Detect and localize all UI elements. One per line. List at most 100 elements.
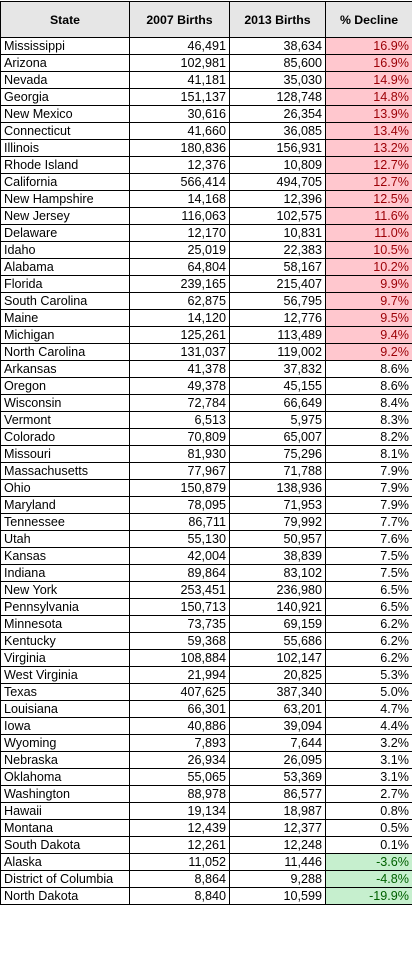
births-2007-cell: 73,735 [130,616,230,633]
births-2007-cell: 19,134 [130,803,230,820]
births-2013-cell: 20,825 [230,667,326,684]
births-2007-cell: 55,065 [130,769,230,786]
births-2013-cell: 9,288 [230,871,326,888]
decline-cell: 3.1% [326,769,412,786]
births-2013-cell: 58,167 [230,259,326,276]
state-cell: California [1,174,130,191]
state-cell: Mississippi [1,38,130,55]
decline-cell: 0.8% [326,803,412,820]
births-2013-cell: 71,953 [230,497,326,514]
decline-cell: 10.5% [326,242,412,259]
state-cell: Florida [1,276,130,293]
births-2007-cell: 78,095 [130,497,230,514]
decline-cell: 6.2% [326,616,412,633]
state-cell: West Virginia [1,667,130,684]
births-2013-cell: 387,340 [230,684,326,701]
decline-cell: 9.7% [326,293,412,310]
births-2007-cell: 64,804 [130,259,230,276]
decline-cell: 12.5% [326,191,412,208]
births-2007-cell: 62,875 [130,293,230,310]
births-2007-cell: 116,063 [130,208,230,225]
births-2007-cell: 14,168 [130,191,230,208]
decline-cell: 7.9% [326,480,412,497]
header-state: State [1,2,130,38]
state-cell: Iowa [1,718,130,735]
births-2007-cell: 151,137 [130,89,230,106]
births-2013-cell: 45,155 [230,378,326,395]
births-2007-cell: 180,836 [130,140,230,157]
births-2013-cell: 35,030 [230,72,326,89]
decline-cell: 16.9% [326,55,412,72]
births-2013-cell: 494,705 [230,174,326,191]
births-2013-cell: 56,795 [230,293,326,310]
births-2007-cell: 81,930 [130,446,230,463]
decline-cell: 6.2% [326,633,412,650]
state-cell: Oregon [1,378,130,395]
decline-cell: 7.5% [326,548,412,565]
state-cell: New Mexico [1,106,130,123]
births-2013-cell: 10,809 [230,157,326,174]
state-cell: New Jersey [1,208,130,225]
state-cell: Tennessee [1,514,130,531]
decline-cell: 5.0% [326,684,412,701]
state-cell: Oklahoma [1,769,130,786]
state-cell: Wyoming [1,735,130,752]
decline-cell: 3.2% [326,735,412,752]
state-cell: Georgia [1,89,130,106]
decline-cell: 8.4% [326,395,412,412]
births-2007-cell: 14,120 [130,310,230,327]
decline-cell: 9.9% [326,276,412,293]
births-2007-cell: 55,130 [130,531,230,548]
state-cell: North Dakota [1,888,130,905]
births-2007-cell: 12,261 [130,837,230,854]
births-2013-cell: 102,575 [230,208,326,225]
births-2013-cell: 65,007 [230,429,326,446]
state-cell: Massachusetts [1,463,130,480]
births-2013-cell: 26,354 [230,106,326,123]
decline-cell: 10.2% [326,259,412,276]
births-2013-cell: 75,296 [230,446,326,463]
births-2007-cell: 46,491 [130,38,230,55]
births-2007-cell: 86,711 [130,514,230,531]
births-2013-cell: 50,957 [230,531,326,548]
state-cell: Nebraska [1,752,130,769]
births-2013-cell: 63,201 [230,701,326,718]
state-cell: Ohio [1,480,130,497]
births-2013-cell: 10,599 [230,888,326,905]
decline-cell: 0.1% [326,837,412,854]
decline-cell: 7.6% [326,531,412,548]
decline-cell: 12.7% [326,174,412,191]
state-cell: Montana [1,820,130,837]
births-2007-cell: 77,967 [130,463,230,480]
decline-cell: -19.9% [326,888,412,905]
births-2007-cell: 59,368 [130,633,230,650]
decline-cell: 5.3% [326,667,412,684]
births-2007-cell: 49,378 [130,378,230,395]
state-cell: Louisiana [1,701,130,718]
births-2013-cell: 215,407 [230,276,326,293]
